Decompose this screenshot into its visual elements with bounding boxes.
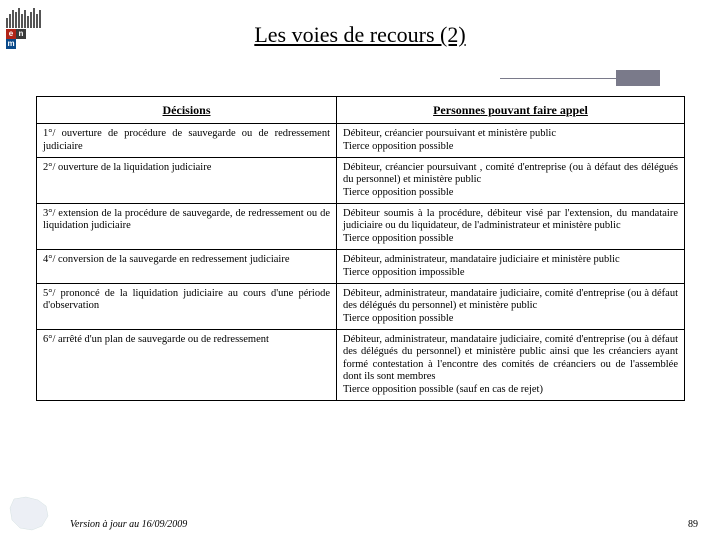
page-title: Les voies de recours (2): [0, 22, 720, 48]
recours-table: Décisions Personnes pouvant faire appel …: [36, 96, 685, 401]
footer-page-number: 89: [688, 519, 698, 530]
cell-personnes: Débiteur, administrateur, mandataire jud…: [337, 330, 685, 401]
title-decoration: [530, 70, 660, 88]
table-row: 4°/ conversion de la sauvegarde en redre…: [37, 250, 685, 284]
cell-decision: 6°/ arrêté d'un plan de sauvegarde ou de…: [37, 330, 337, 401]
cell-personnes: Débiteur soumis à la procédure, débiteur…: [337, 204, 685, 250]
header-personnes: Personnes pouvant faire appel: [337, 97, 685, 124]
table-header-row: Décisions Personnes pouvant faire appel: [37, 97, 685, 124]
footer-version: Version à jour au 16/09/2009: [70, 519, 187, 530]
cell-personnes: Débiteur, administrateur, mandataire jud…: [337, 250, 685, 284]
cell-decision: 2°/ ouverture de la liquidation judiciai…: [37, 157, 337, 203]
cell-decision: 4°/ conversion de la sauvegarde en redre…: [37, 250, 337, 284]
cell-decision: 1°/ ouverture de procédure de sauvegarde…: [37, 124, 337, 158]
table-row: 6°/ arrêté d'un plan de sauvegarde ou de…: [37, 330, 685, 401]
slide: e n m Les voies de recours (2) Décisions…: [0, 0, 720, 540]
cell-personnes: Débiteur, administrateur, mandataire jud…: [337, 283, 685, 329]
table-row: 1°/ ouverture de procédure de sauvegarde…: [37, 124, 685, 158]
france-map-icon: [4, 494, 54, 534]
header-decisions: Décisions: [37, 97, 337, 124]
cell-decision: 5°/ prononcé de la liquidation judiciair…: [37, 283, 337, 329]
cell-personnes: Débiteur, créancier poursuivant , comité…: [337, 157, 685, 203]
cell-personnes: Débiteur, créancier poursuivant et minis…: [337, 124, 685, 158]
table-row: 2°/ ouverture de la liquidation judiciai…: [37, 157, 685, 203]
table-row: 3°/ extension de la procédure de sauvega…: [37, 204, 685, 250]
table-row: 5°/ prononcé de la liquidation judiciair…: [37, 283, 685, 329]
cell-decision: 3°/ extension de la procédure de sauvega…: [37, 204, 337, 250]
